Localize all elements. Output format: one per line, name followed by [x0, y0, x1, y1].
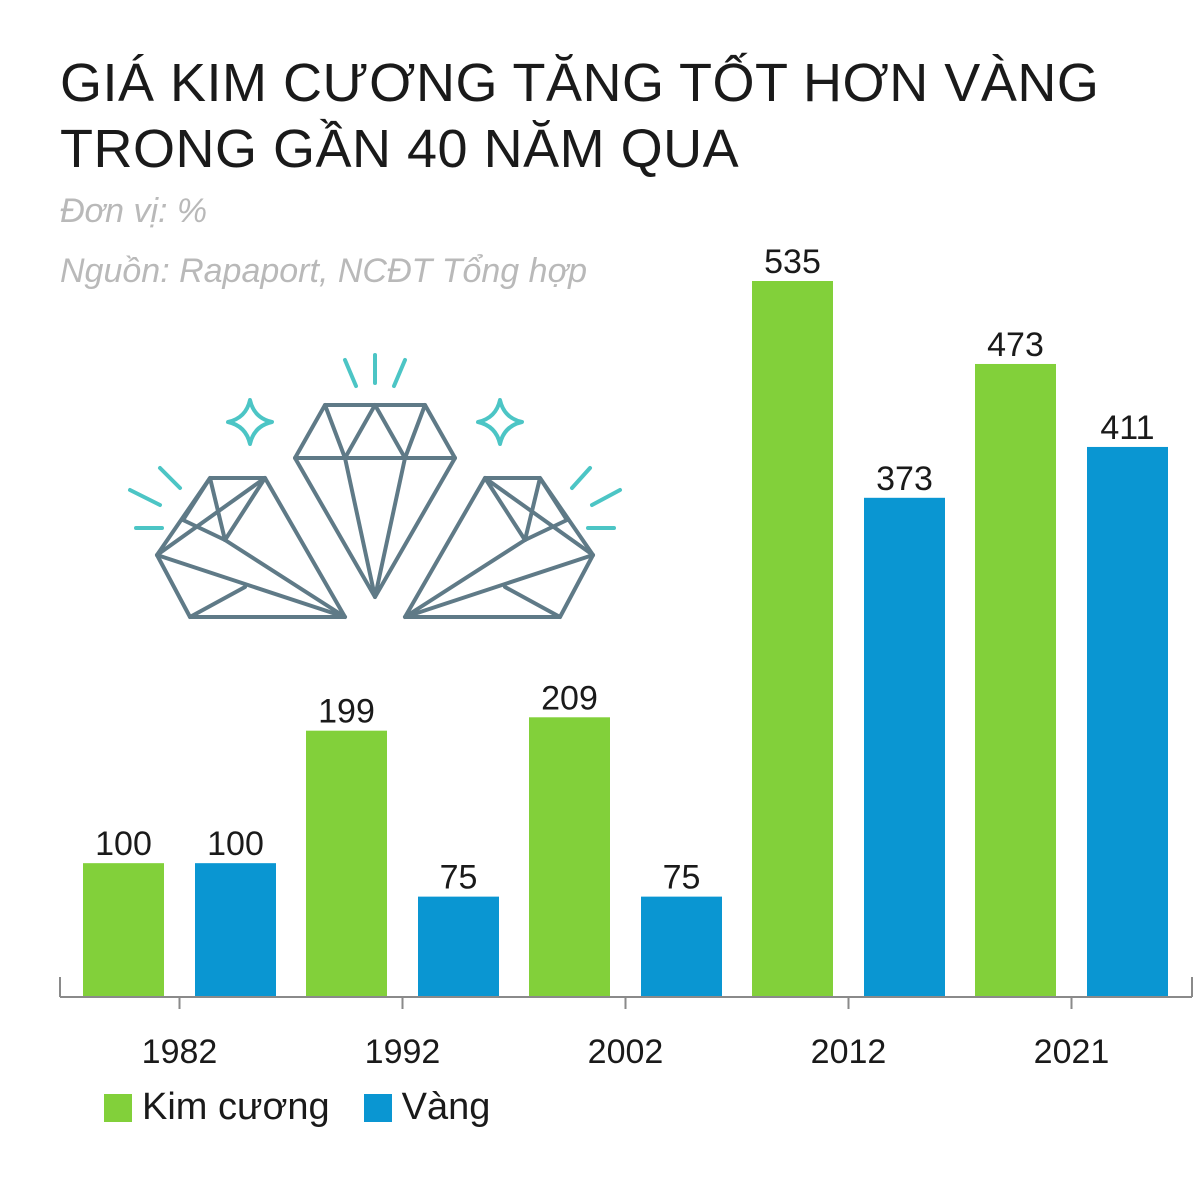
bar-vang-2012	[864, 497, 945, 997]
bar-kim-cuong-2002	[529, 717, 610, 997]
bar-kim-cuong-2012	[752, 281, 833, 997]
data-label-kim-cuong-1982: 100	[95, 825, 152, 863]
x-tick-label-2021: 2021	[1034, 1033, 1110, 1071]
bar-vang-2021	[1087, 446, 1168, 997]
data-label-vang-1992: 75	[440, 859, 478, 897]
legend: Kim cương Vàng	[104, 1086, 524, 1129]
x-tick-label-2002: 2002	[588, 1033, 664, 1071]
legend-swatch-kim-cuong	[104, 1093, 132, 1122]
x-tick-label-1992: 1992	[365, 1033, 441, 1071]
data-label-vang-2002: 75	[663, 859, 701, 897]
legend-item-kim-cuong: Kim cương	[104, 1086, 330, 1129]
x-tick-label-2012: 2012	[811, 1033, 887, 1071]
chart-title: GIÁ KIM CƯƠNG TĂNG TỐT HƠN VÀNG TRONG GẦN…	[60, 53, 1100, 179]
data-label-kim-cuong-2021: 473	[987, 326, 1044, 364]
bar-vang-1982	[195, 863, 276, 997]
chart-source: Nguồn: Rapaport, NCĐT Tổng hợp	[60, 252, 588, 290]
data-label-kim-cuong-1992: 199	[318, 693, 375, 731]
bar-vang-2002	[641, 896, 722, 997]
bar-kim-cuong-2021	[975, 363, 1056, 997]
legend-item-vang: Vàng	[363, 1086, 491, 1129]
diamonds-icon	[128, 353, 622, 619]
bar-kim-cuong-1982	[83, 863, 164, 997]
data-label-kim-cuong-2002: 209	[541, 679, 598, 717]
legend-swatch-vang	[363, 1093, 392, 1122]
data-label-kim-cuong-2012: 535	[764, 243, 821, 281]
data-label-vang-2021: 411	[1100, 409, 1154, 447]
data-label-vang-2012: 373	[876, 460, 933, 498]
x-tick-label-1982: 1982	[142, 1033, 218, 1071]
legend-label-vang: Vàng	[401, 1086, 491, 1128]
chart-unit: Đơn vị: %	[60, 192, 208, 230]
bar-vang-1992	[418, 896, 499, 997]
legend-label-kim-cuong: Kim cương	[142, 1086, 330, 1128]
bar-kim-cuong-1992	[306, 730, 387, 997]
data-label-vang-1982: 100	[207, 825, 264, 863]
